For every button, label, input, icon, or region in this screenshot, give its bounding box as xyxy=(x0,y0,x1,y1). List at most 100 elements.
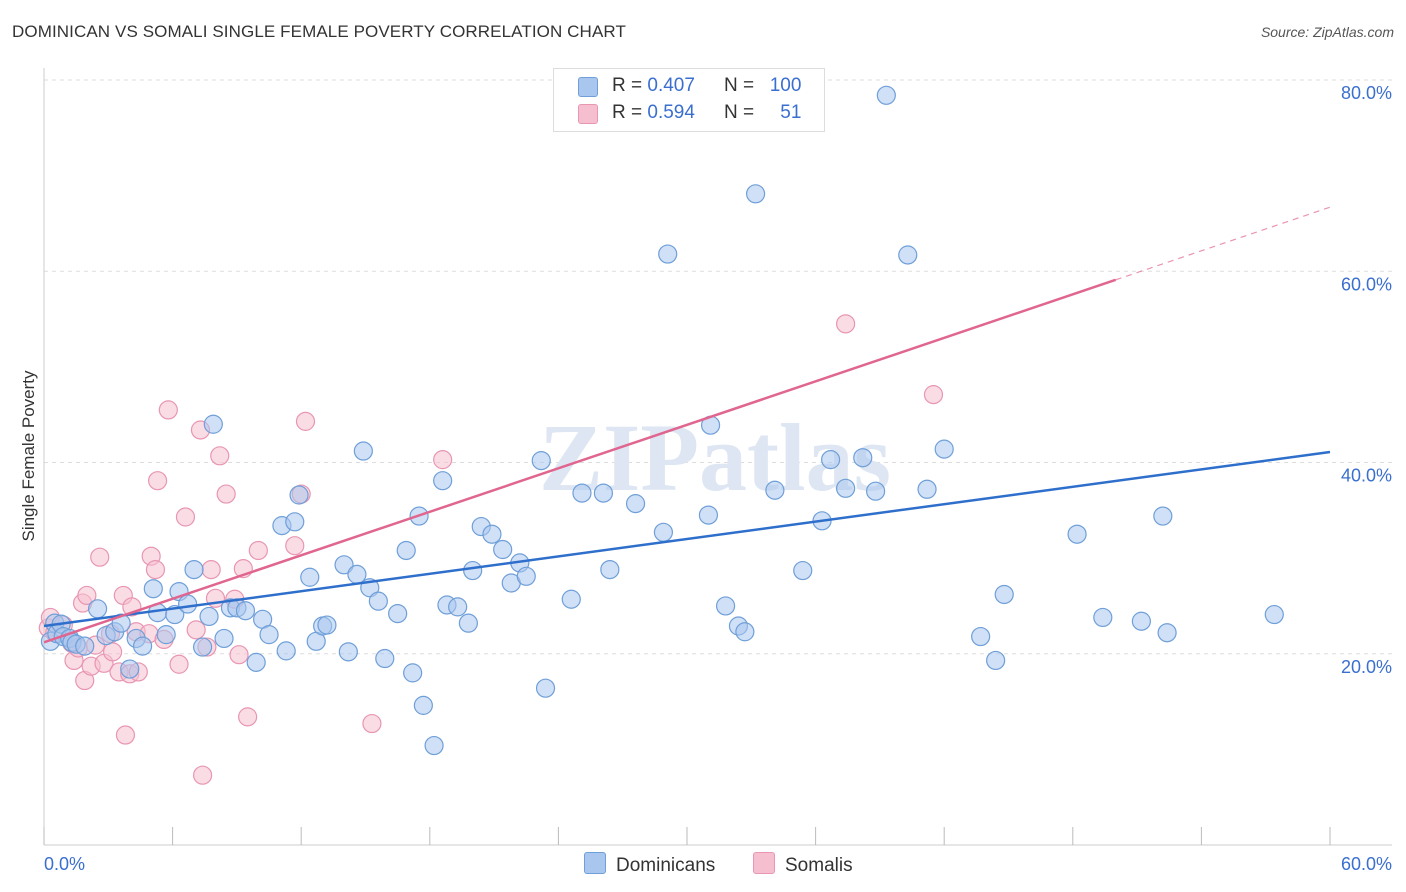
somali-point xyxy=(169,654,189,674)
somali-point xyxy=(193,765,213,785)
legend-label-somalis: Somalis xyxy=(785,855,853,876)
legend-item-somalis: Somalis xyxy=(753,852,853,877)
dominican-point xyxy=(235,601,256,621)
dominican-point xyxy=(193,637,213,657)
somali-point xyxy=(923,385,944,405)
dominican-point xyxy=(353,441,373,461)
dominican-point xyxy=(300,567,320,587)
dominican-point xyxy=(572,483,592,503)
dominican-point xyxy=(1093,607,1113,628)
x-tick-label: 0.0% xyxy=(44,854,85,874)
somali-point xyxy=(216,484,236,504)
somali-point xyxy=(175,507,196,527)
somali-point xyxy=(433,450,453,470)
legend-n-value: 51 xyxy=(780,102,802,123)
legend-swatch-blue xyxy=(578,77,598,97)
dominican-point xyxy=(1157,623,1177,643)
dominicans-trend-line xyxy=(43,450,1331,628)
dominican-point xyxy=(276,641,296,661)
dominican-point xyxy=(698,505,719,525)
stats-legend: R = 0.407 N = 100 R = 0.594 N = 51 xyxy=(553,68,825,132)
dominican-point xyxy=(934,439,954,459)
dominican-point xyxy=(1131,611,1151,631)
dominican-point xyxy=(1067,524,1087,544)
dominican-point xyxy=(403,663,423,683)
dominican-point xyxy=(745,184,766,204)
dominican-point xyxy=(600,559,620,580)
dominican-point xyxy=(735,622,755,642)
somali-point xyxy=(285,536,305,556)
dominican-point xyxy=(531,450,551,471)
dominican-point xyxy=(246,652,266,672)
axes xyxy=(43,68,1392,846)
somali-point xyxy=(145,559,166,580)
legend-r-label: R = xyxy=(612,102,643,123)
dominican-point xyxy=(493,539,513,560)
somali-point xyxy=(147,471,168,491)
dominican-point xyxy=(413,695,433,715)
trend-lines xyxy=(43,206,1331,644)
somali-point xyxy=(248,540,268,561)
dominican-point xyxy=(143,579,163,599)
dominican-point xyxy=(87,599,108,619)
x-tick-marks xyxy=(43,827,1331,845)
somali-point xyxy=(77,585,97,606)
legend-r-value: 0.594 xyxy=(647,102,695,123)
dominican-point xyxy=(1264,604,1284,625)
legend-swatch-pink xyxy=(753,852,775,874)
chart-source: Source: ZipAtlas.com xyxy=(1260,24,1394,40)
dominican-point xyxy=(317,615,337,635)
legend-item-dominicans: Dominicans xyxy=(584,852,715,877)
somali-point xyxy=(201,559,221,580)
dominican-point xyxy=(971,626,991,647)
dominican-point xyxy=(482,524,502,544)
legend-n-value: 100 xyxy=(769,75,802,96)
dominican-point xyxy=(214,628,234,649)
dominican-point xyxy=(289,485,309,505)
dominican-point xyxy=(866,481,886,501)
dominican-point xyxy=(396,540,416,561)
y-tick-labels: 20.0% 40.0% 60.0% 80.0% xyxy=(1341,83,1392,677)
dominican-point xyxy=(334,555,354,575)
somali-point xyxy=(229,645,249,665)
dominican-point xyxy=(516,566,536,586)
dominican-point xyxy=(448,597,468,617)
x-tick-labels: 0.0% 60.0% xyxy=(44,854,1392,874)
legend-n-label: N = xyxy=(724,102,755,123)
dominican-point xyxy=(1153,506,1173,526)
dominican-point xyxy=(424,735,444,756)
dominican-point xyxy=(259,625,279,645)
somali-point xyxy=(186,620,206,640)
dominican-point xyxy=(917,479,937,499)
dominican-point xyxy=(463,560,483,581)
dominican-point xyxy=(793,560,813,581)
somali-point xyxy=(90,547,110,567)
dominican-point xyxy=(836,478,856,498)
dominican-point xyxy=(199,606,219,627)
somali-point xyxy=(210,446,230,466)
dominican-point xyxy=(535,678,556,698)
y-tick-label: 40.0% xyxy=(1341,466,1392,486)
dominican-point xyxy=(178,594,198,614)
dominican-point xyxy=(388,603,408,624)
dominican-point xyxy=(715,596,736,616)
dominican-point xyxy=(653,522,674,542)
dominican-point xyxy=(458,613,478,633)
somali-point xyxy=(362,713,382,734)
dominican-point xyxy=(986,650,1006,671)
dominican-point xyxy=(853,448,873,468)
legend-label-dominicans: Dominicans xyxy=(616,855,716,876)
y-tick-label: 60.0% xyxy=(1341,274,1392,294)
y-axis-label: Single Female Poverty xyxy=(19,370,38,542)
dominican-point xyxy=(876,85,896,105)
somali-point xyxy=(836,314,856,334)
somalis-trend-extension xyxy=(1115,206,1331,281)
dominican-point xyxy=(994,584,1014,605)
dominican-point xyxy=(593,483,614,503)
dominican-point xyxy=(821,450,841,470)
somali-point xyxy=(238,707,258,727)
dominican-point xyxy=(156,625,176,645)
legend-n-label: N = xyxy=(724,75,755,96)
dominican-point xyxy=(433,471,453,491)
